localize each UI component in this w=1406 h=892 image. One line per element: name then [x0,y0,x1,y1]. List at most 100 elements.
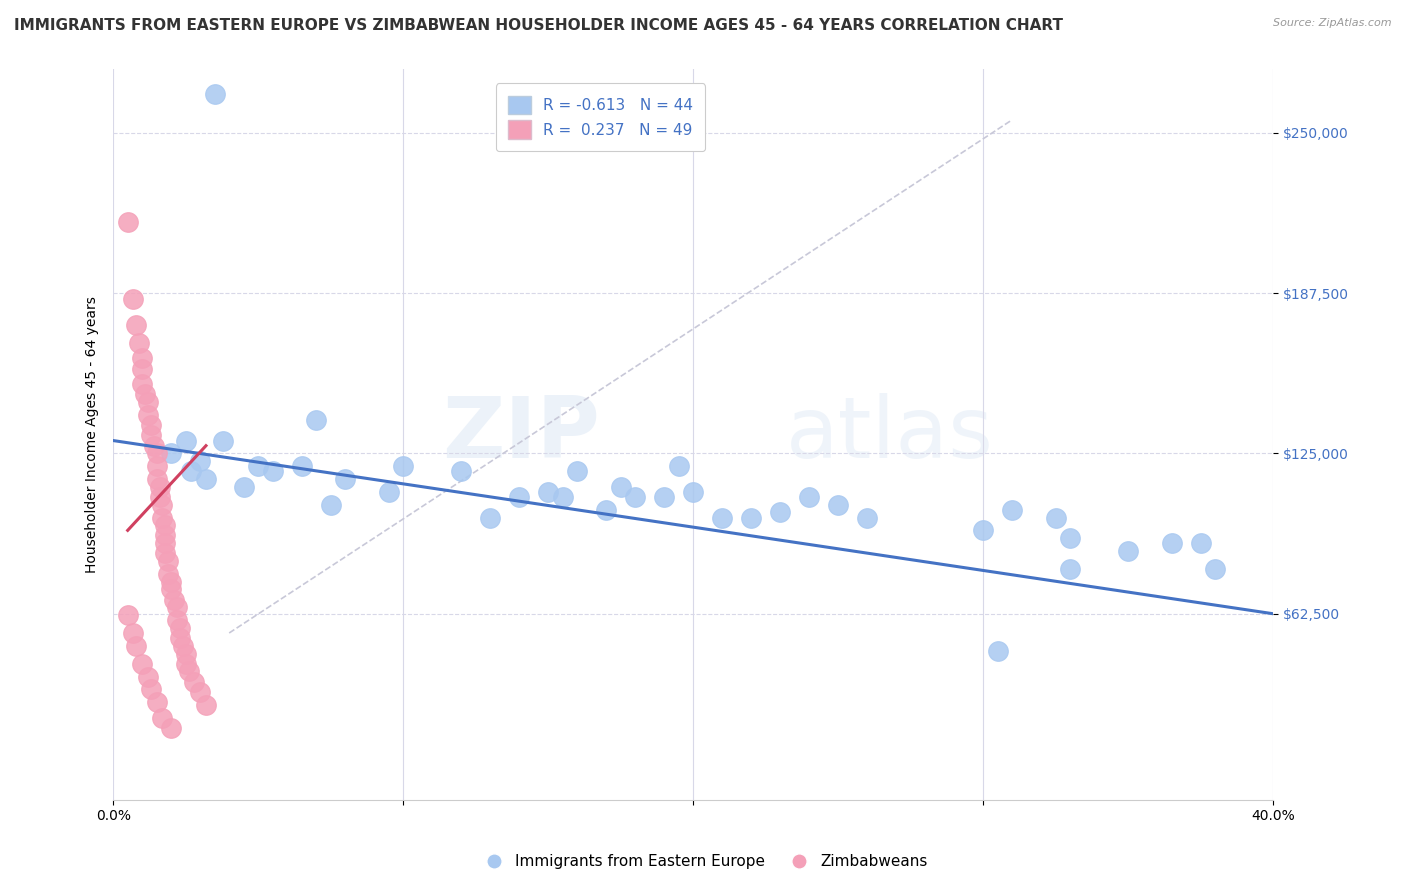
Point [117,215,139,229]
Point [177,665,200,679]
Point [195,698,218,712]
Point [1045,510,1067,524]
Point [122,293,145,307]
Point [333,472,356,486]
Point [652,490,675,504]
Point [125,639,148,653]
Point [565,464,588,478]
Point [128,336,150,351]
Point [987,644,1010,658]
Point [174,434,197,448]
Point [136,395,159,409]
Point [145,472,167,486]
Point [134,387,156,401]
Point [740,510,762,524]
Point [174,657,197,671]
Point [188,685,211,699]
Point [827,498,849,512]
Point [152,711,174,725]
Point [166,613,188,627]
Point [166,600,188,615]
Point [291,459,314,474]
Point [139,428,162,442]
Point [1189,536,1212,550]
Point [797,490,820,504]
Point [160,574,183,589]
Point [136,408,159,422]
Point [131,361,153,376]
Point [160,446,183,460]
Point [232,480,254,494]
Text: atlas: atlas [786,392,994,475]
Point [595,503,617,517]
Point [149,480,172,494]
Y-axis label: Householder Income Ages 45 - 64 years: Householder Income Ages 45 - 64 years [86,296,100,573]
Point [142,439,165,453]
Point [668,459,690,474]
Point [152,510,174,524]
Text: IMMIGRANTS FROM EASTERN EUROPE VS ZIMBABWEAN HOUSEHOLDER INCOME AGES 45 - 64 YEA: IMMIGRANTS FROM EASTERN EUROPE VS ZIMBAB… [14,18,1063,33]
Point [682,484,704,499]
Point [163,592,186,607]
Point [1001,503,1024,517]
Point [149,490,172,504]
Point [160,721,183,735]
Point [152,498,174,512]
Point [1116,544,1139,558]
Point [145,446,167,460]
Point [131,657,153,671]
Point [157,554,180,568]
Point [145,459,167,474]
Text: ZIP: ZIP [443,392,600,475]
Point [155,528,177,542]
Point [136,670,159,684]
Point [169,621,191,635]
Point [262,464,284,478]
Point [247,459,270,474]
Point [160,582,183,597]
Point [305,413,328,427]
Point [157,566,180,581]
Point [172,639,194,653]
Point [1059,562,1081,576]
Point [212,434,235,448]
Point [145,695,167,709]
Legend: R = -0.613   N = 44, R =  0.237   N = 49: R = -0.613 N = 44, R = 0.237 N = 49 [495,84,706,152]
Point [169,631,191,645]
Text: Source: ZipAtlas.com: Source: ZipAtlas.com [1274,18,1392,28]
Point [769,505,792,519]
Point [319,498,342,512]
Point [180,464,202,478]
Legend: Immigrants from Eastern Europe, Zimbabweans: Immigrants from Eastern Europe, Zimbabwe… [472,848,934,875]
Point [139,682,162,697]
Point [479,510,502,524]
Point [204,87,226,102]
Point [711,510,734,524]
Point [131,351,153,366]
Point [183,674,205,689]
Point [188,454,211,468]
Point [537,484,560,499]
Point [195,472,218,486]
Point [609,480,631,494]
Point [392,459,415,474]
Point [125,318,148,332]
Point [155,518,177,533]
Point [624,490,647,504]
Point [377,484,399,499]
Point [122,626,145,640]
Point [972,524,994,538]
Point [155,536,177,550]
Point [508,490,530,504]
Point [117,607,139,622]
Point [551,490,574,504]
Point [1160,536,1182,550]
Point [856,510,879,524]
Point [155,546,177,560]
Point [1204,562,1226,576]
Point [450,464,472,478]
Point [131,377,153,392]
Point [139,418,162,433]
Point [1059,531,1081,545]
Point [174,647,197,661]
